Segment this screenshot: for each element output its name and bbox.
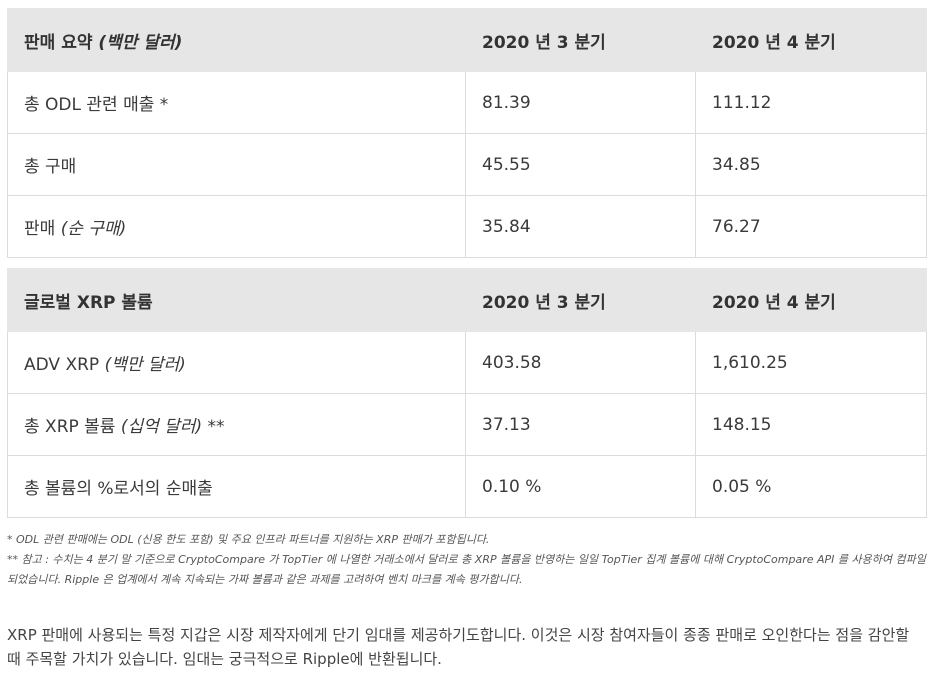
row-value-q3: 403.58: [465, 331, 696, 394]
row-value-q4: 34.85: [695, 133, 927, 196]
global-volume-table: 글로벌 XRP 볼륨 2020 년 3 분기 2020 년 4 분기 ADV X…: [7, 268, 927, 518]
row-value-q4: 0.05 %: [695, 455, 927, 518]
row-label-main: 총 볼륨의 %로서의 순매출: [24, 479, 213, 499]
footnote-odl: * ODL 관련 판매에는 ODL (신용 한도 포함) 및 주요 인프라 파트…: [7, 533, 490, 546]
row-value-q4: 148.15: [695, 393, 927, 456]
header-label: 판매 요약 (백만 달러): [7, 8, 466, 72]
row-value-q4: 76.27: [695, 195, 927, 258]
header-label-unit: (백만 달러): [98, 32, 183, 53]
table-row: 총 XRP 볼륨 (십억 달러) ** 37.13 148.15: [7, 393, 927, 456]
body-paragraph: XRP 판매에 사용되는 특정 지갑은 시장 제작자에게 단기 임대를 제공하기…: [7, 626, 910, 668]
row-value-q3: 45.55: [465, 133, 696, 196]
row-label: 총 구매: [7, 133, 466, 196]
footnotes: * ODL 관련 판매에는 ODL (신용 한도 포함) 및 주요 인프라 파트…: [7, 530, 926, 590]
header-q4: 2020 년 4 분기: [695, 268, 927, 332]
header-label: 글로벌 XRP 볼륨: [7, 268, 466, 332]
row-label-main: 총 XRP 볼륨: [24, 417, 121, 437]
table-row: ADV XRP (백만 달러) 403.58 1,610.25: [7, 331, 927, 394]
header-q4: 2020 년 4 분기: [695, 8, 927, 72]
row-label: 판매 (순 구매): [7, 195, 466, 258]
row-label-main: 판매: [24, 219, 61, 239]
row-label-main: 총 ODL 관련 매출 *: [24, 95, 169, 115]
header-label-main: 글로벌 XRP 볼륨: [24, 292, 153, 313]
table-row: 판매 (순 구매) 35.84 76.27: [7, 195, 927, 258]
row-value-q4: 111.12: [695, 71, 927, 134]
header-label-main: 판매 요약: [24, 32, 99, 53]
row-label-unit: (십억 달러) **: [120, 417, 225, 437]
row-value-q3: 37.13: [465, 393, 696, 456]
content-wrapper: 판매 요약 (백만 달러) 2020 년 3 분기 2020 년 4 분기 총 …: [7, 8, 927, 518]
table-header-row: 글로벌 XRP 볼륨 2020 년 3 분기 2020 년 4 분기: [7, 268, 927, 332]
row-value-q3: 35.84: [465, 195, 696, 258]
table-row: 총 구매 45.55 34.85: [7, 133, 927, 196]
row-label-main: 총 구매: [24, 157, 77, 177]
header-q3: 2020 년 3 분기: [465, 268, 696, 332]
table-row: 총 볼륨의 %로서의 순매출 0.10 % 0.05 %: [7, 455, 927, 518]
row-label-unit: (백만 달러): [104, 355, 186, 375]
table-header-row: 판매 요약 (백만 달러) 2020 년 3 분기 2020 년 4 분기: [7, 8, 927, 72]
footnote-volume: ** 참고 : 수치는 4 분기 말 기준으로 CryptoCompare 가 …: [7, 553, 926, 586]
row-label: 총 ODL 관련 매출 *: [7, 71, 466, 134]
row-label: 총 볼륨의 %로서의 순매출: [7, 455, 466, 518]
row-label-unit: (순 구매): [60, 219, 127, 239]
row-label-main: ADV XRP: [24, 355, 105, 375]
row-label: 총 XRP 볼륨 (십억 달러) **: [7, 393, 466, 456]
header-q3: 2020 년 3 분기: [465, 8, 696, 72]
row-label: ADV XRP (백만 달러): [7, 331, 466, 394]
row-value-q4: 1,610.25: [695, 331, 927, 394]
row-value-q3: 0.10 %: [465, 455, 696, 518]
sales-summary-table: 판매 요약 (백만 달러) 2020 년 3 분기 2020 년 4 분기 총 …: [7, 8, 927, 258]
table-row: 총 ODL 관련 매출 * 81.39 111.12: [7, 71, 927, 134]
row-value-q3: 81.39: [465, 71, 696, 134]
